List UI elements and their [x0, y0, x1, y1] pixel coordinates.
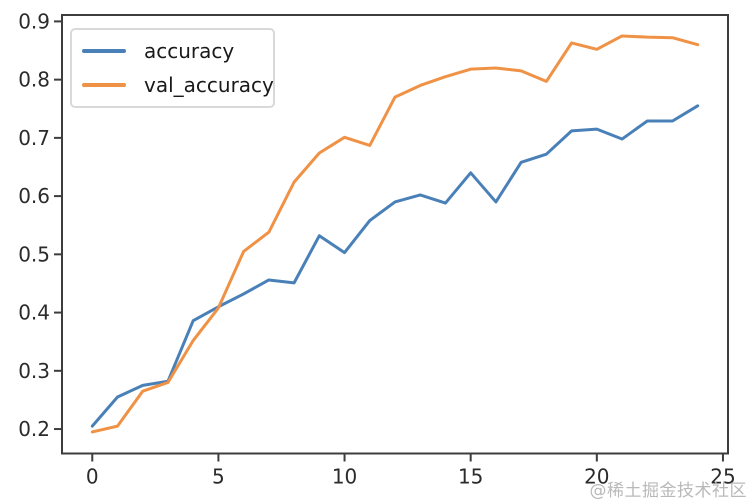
x-tick-label: 25 — [710, 465, 735, 489]
y-tick-label: 0.3 — [18, 359, 50, 383]
accuracy-line-swatch — [82, 49, 126, 53]
x-tick-label: 0 — [86, 465, 99, 489]
val-accuracy-line-swatch — [82, 83, 126, 87]
y-tick-label: 0.8 — [18, 68, 50, 92]
val-accuracy-line — [90, 34, 700, 434]
accuracy-line — [90, 104, 700, 428]
x-tick-label: 15 — [458, 465, 483, 489]
y-tick-label: 0.2 — [18, 417, 50, 441]
y-tick-label: 0.4 — [18, 301, 50, 325]
y-tick-label: 0.7 — [18, 126, 50, 150]
x-tick-label: 10 — [332, 465, 357, 489]
legend: accuracy val_accuracy — [70, 28, 275, 108]
axes-spines — [61, 14, 729, 455]
watermark: @稀土掘金技术社区 — [589, 481, 747, 501]
x-tick-label: 5 — [212, 465, 225, 489]
y-tick-label: 0.6 — [18, 184, 50, 208]
legend-item-val-accuracy: val_accuracy — [82, 72, 274, 98]
legend-label-val-accuracy: val_accuracy — [144, 73, 274, 97]
x-tick-label: 20 — [584, 465, 609, 489]
y-tick-label: 0.5 — [18, 242, 50, 266]
y-tick-label: 0.9 — [18, 9, 50, 33]
legend-label-accuracy: accuracy — [144, 39, 235, 63]
legend-item-accuracy: accuracy — [82, 38, 261, 64]
